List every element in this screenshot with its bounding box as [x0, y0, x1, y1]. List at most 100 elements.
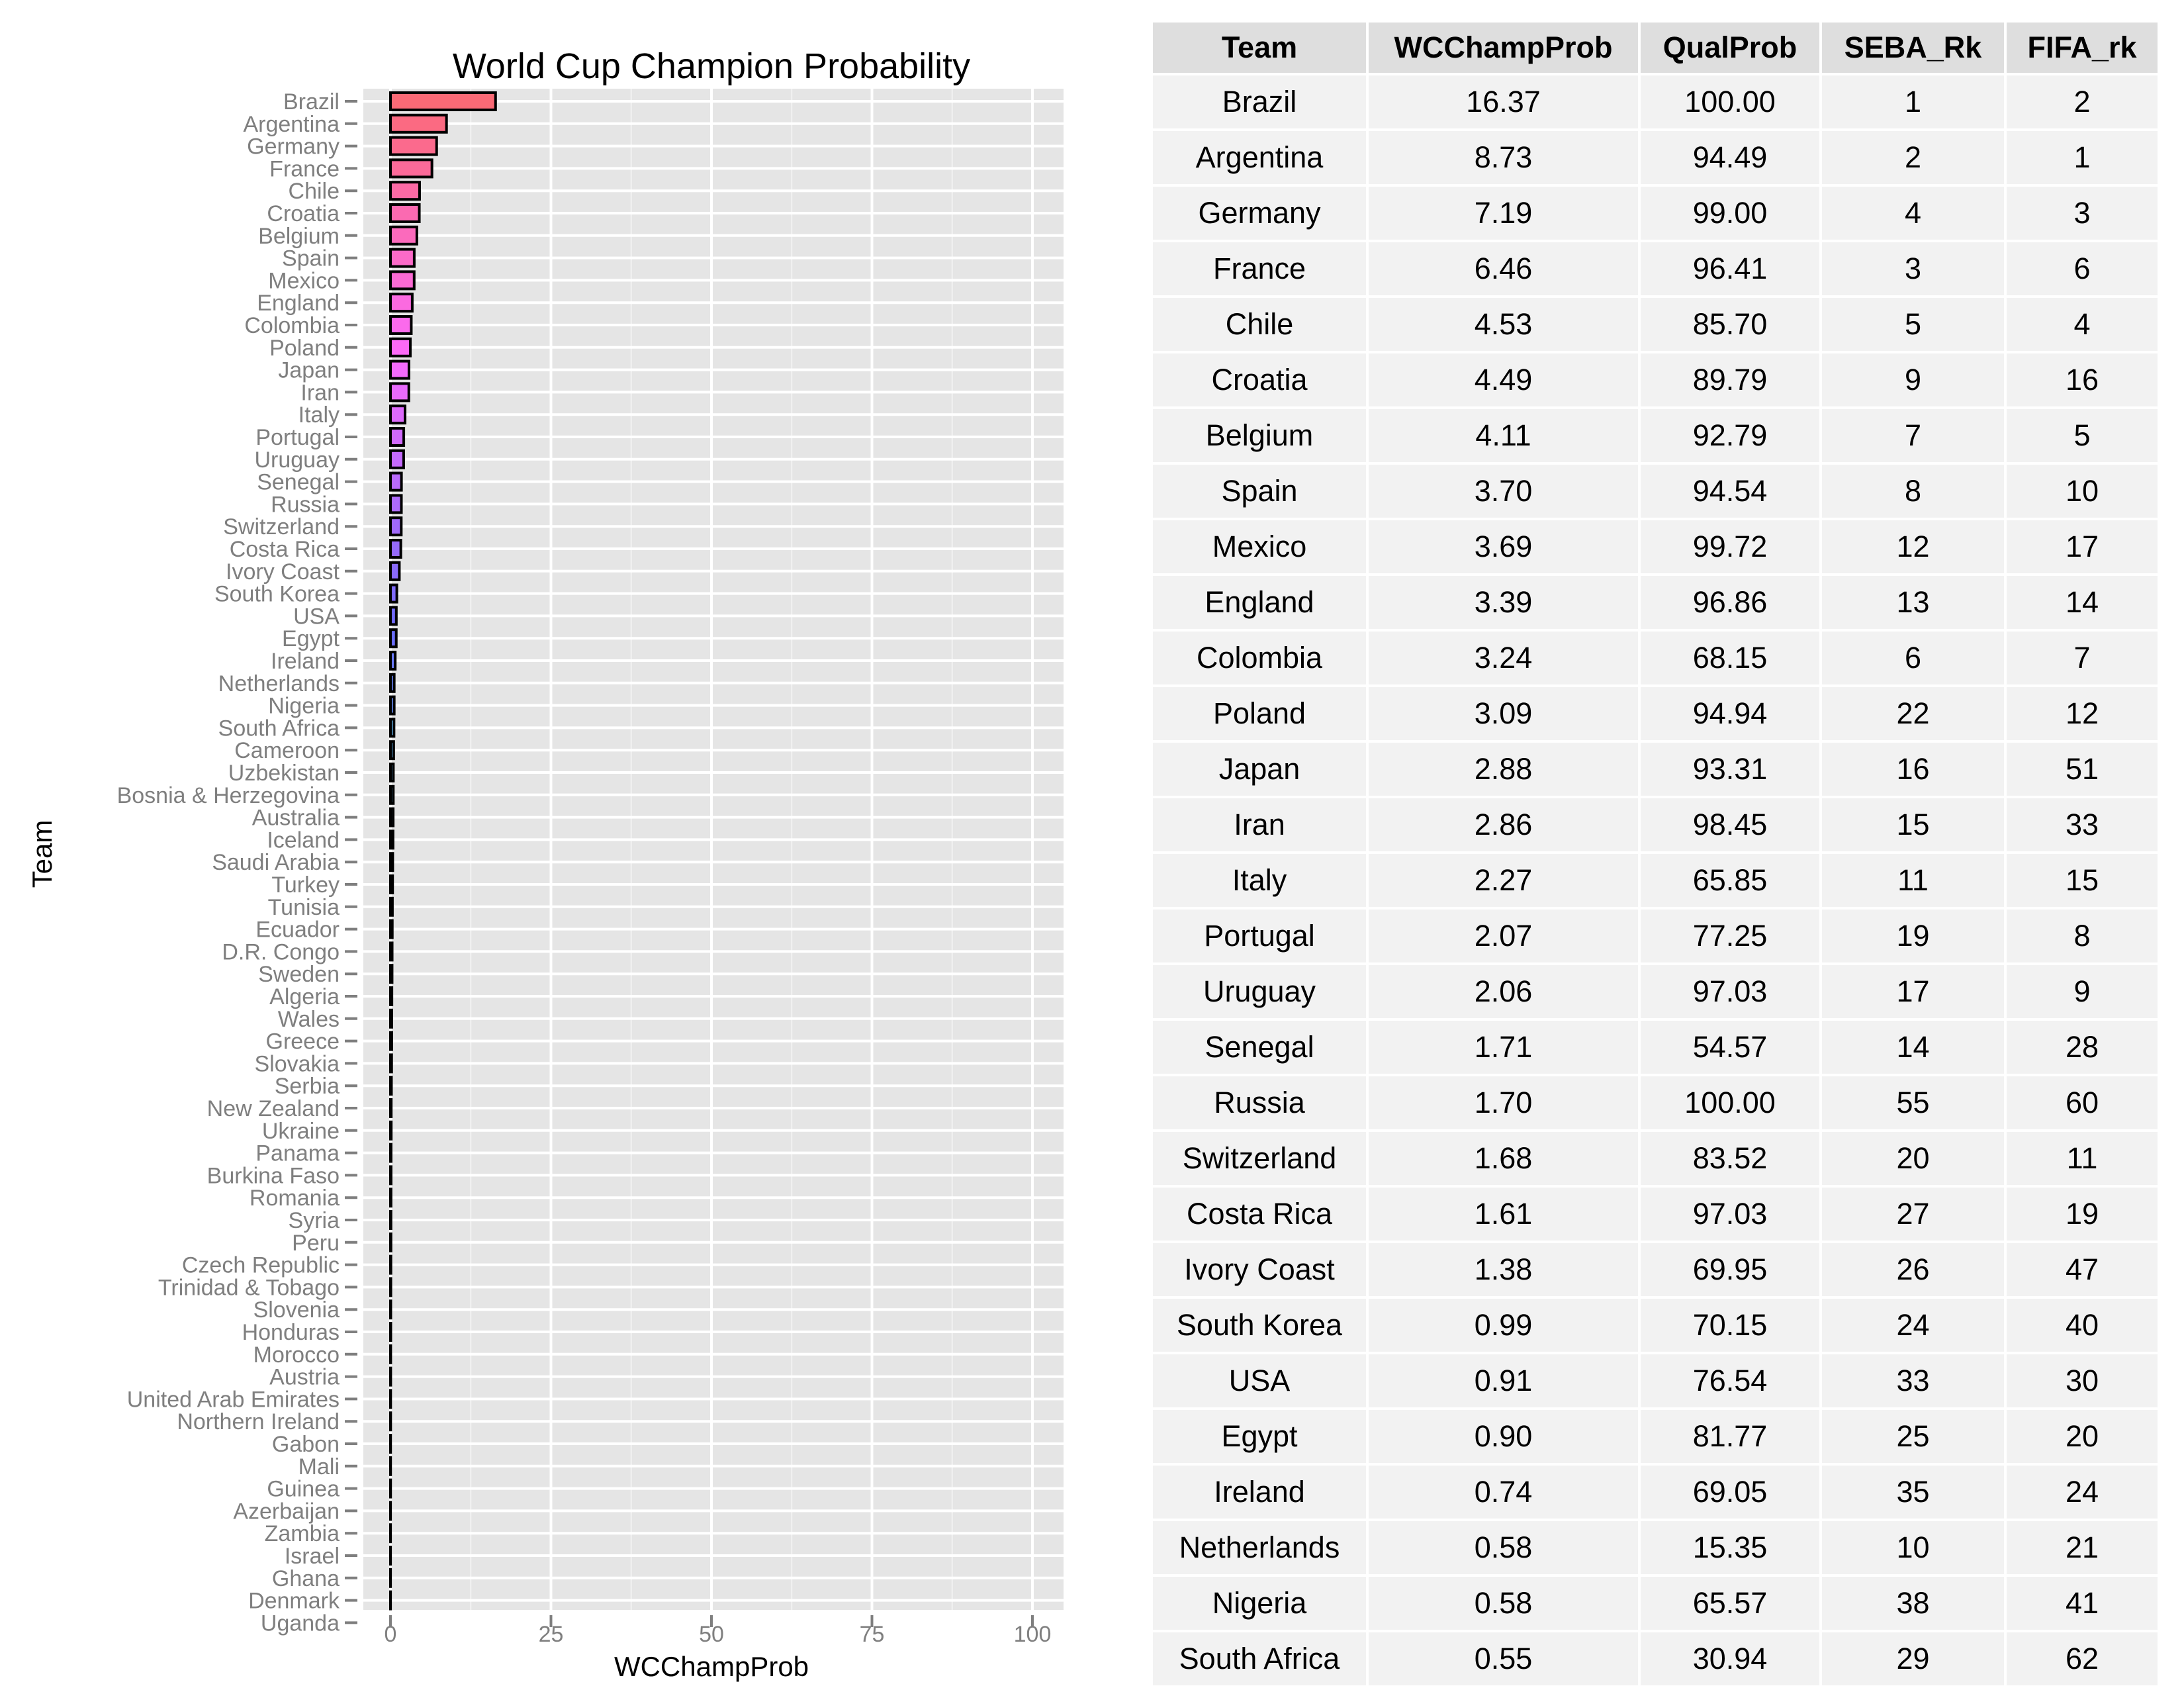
table-cell: 98.45	[1641, 798, 1819, 851]
table-cell: 65.85	[1641, 854, 1819, 907]
y-tick-label: Netherlands	[218, 671, 340, 696]
y-tick-label: Mexico	[268, 268, 340, 293]
bar	[389, 561, 401, 581]
table-cell: 30	[2007, 1354, 2158, 1407]
table-cell: 55	[1822, 1076, 2004, 1129]
table-cell: 1.38	[1369, 1243, 1638, 1296]
bar	[389, 1031, 393, 1051]
table-cell: 16	[2007, 353, 2158, 406]
table-cell: 2.88	[1369, 743, 1638, 796]
table-cell: 3.39	[1369, 576, 1638, 629]
bar	[389, 896, 394, 917]
table-cell: 70.15	[1641, 1299, 1819, 1352]
table-cell: Chile	[1153, 298, 1366, 351]
table-cell: 6	[1822, 632, 2004, 684]
bar	[389, 91, 497, 111]
table-cell: 3	[1822, 242, 2004, 295]
bar	[389, 1098, 393, 1118]
table-cell: 3.09	[1369, 687, 1638, 740]
y-tick-label: Zambia	[265, 1521, 340, 1546]
table-row: Brazil 16.37 100.00 1 2	[1153, 75, 2158, 128]
gridlines	[363, 89, 1064, 1624]
table-row: Portugal 2.07 77.25 19 8	[1153, 910, 2158, 962]
y-axis-labels: BrazilArgentinaGermanyFranceChileCroatia…	[117, 89, 357, 1636]
y-tick-label: Tunisia	[268, 895, 340, 920]
bar	[389, 1120, 393, 1141]
y-tick-label: Sweden	[258, 962, 340, 987]
table-cell: USA	[1153, 1354, 1366, 1407]
table-cell: 17	[2007, 520, 2158, 573]
bar	[389, 829, 394, 850]
table-cell: 0.90	[1369, 1410, 1638, 1463]
y-tick-label: United Arab Emirates	[127, 1387, 340, 1412]
table-row: Croatia 4.49 89.79 9 16	[1153, 353, 2158, 406]
bar	[389, 651, 397, 671]
table-cell: Spain	[1153, 465, 1366, 518]
table-row: Nigeria 0.58 65.57 38 41	[1153, 1577, 2158, 1630]
table-row: Chile 4.53 85.70 5 4	[1153, 298, 2158, 351]
table-cell: 16	[1822, 743, 2004, 796]
table-cell: Belgium	[1153, 409, 1366, 462]
table-cell: 19	[2007, 1188, 2158, 1241]
table-cell: 30.94	[1641, 1632, 1819, 1685]
table-cell: 38	[1822, 1577, 2004, 1630]
column-header: Team	[1153, 23, 1366, 73]
plot-panel	[363, 89, 1064, 1610]
bar	[389, 248, 416, 268]
table-cell: Ivory Coast	[1153, 1243, 1366, 1296]
y-tick-label: Argentina	[243, 112, 340, 137]
table-cell: 97.03	[1641, 1188, 1819, 1241]
table-cell: 20	[1822, 1132, 2004, 1185]
table-cell: 22	[1822, 687, 2004, 740]
table-cell: 0.55	[1369, 1632, 1638, 1685]
table-cell: 94.54	[1641, 465, 1819, 518]
table-cell: South Korea	[1153, 1299, 1366, 1352]
table-cell: South Africa	[1153, 1632, 1366, 1685]
table-cell: 35	[1822, 1466, 2004, 1519]
table-row: USA 0.91 76.54 33 30	[1153, 1354, 2158, 1407]
table-cell: 54.57	[1641, 1021, 1819, 1074]
y-tick-label: Costa Rica	[230, 537, 340, 562]
table-cell: 4.49	[1369, 353, 1638, 406]
bar	[389, 181, 421, 201]
y-tick-label: Peru	[292, 1231, 340, 1256]
table-row: Netherlands 0.58 15.35 10 21	[1153, 1521, 2158, 1574]
bar	[389, 874, 394, 894]
table-cell: 76.54	[1641, 1354, 1819, 1407]
table-row: France 6.46 96.41 3 6	[1153, 242, 2158, 295]
table-cell: Brazil	[1153, 75, 1366, 128]
table-cell: Russia	[1153, 1076, 1366, 1129]
bar	[389, 1277, 392, 1297]
table-cell: 93.31	[1641, 743, 1819, 796]
table-cell: 2.07	[1369, 910, 1638, 962]
y-tick-label: Northern Ireland	[177, 1409, 340, 1434]
table-row: Spain 3.70 94.54 8 10	[1153, 465, 2158, 518]
table-cell: 85.70	[1641, 298, 1819, 351]
table-row: Ivory Coast 1.38 69.95 26 47	[1153, 1243, 2158, 1296]
table-cell: 19	[1822, 910, 2004, 962]
table-cell: 0.74	[1369, 1466, 1638, 1519]
bar	[389, 673, 396, 693]
x-tick-label: 50	[699, 1622, 724, 1647]
team-table: Team WCChampProb QualProb SEBA_Rk FIFA_rk Br…	[1150, 20, 2160, 1688]
table-cell: 2.06	[1369, 965, 1638, 1018]
table-cell: 33	[1822, 1354, 2004, 1407]
table-cell: 8.73	[1369, 131, 1638, 184]
table-cell: 81.77	[1641, 1410, 1819, 1463]
bar	[389, 225, 418, 246]
bar	[389, 784, 395, 805]
bar	[389, 516, 403, 537]
bar	[389, 471, 403, 492]
bar	[389, 270, 416, 291]
table-cell: 15	[2007, 854, 2158, 907]
y-tick-label: Brazil	[283, 89, 340, 115]
table-cell: 25	[1822, 1410, 2004, 1463]
bar	[389, 1165, 392, 1186]
y-tick-label: Germany	[247, 134, 340, 160]
table-cell: Uruguay	[1153, 965, 1366, 1018]
y-tick-label: Czech Republic	[182, 1253, 340, 1278]
column-header: SEBA_Rk	[1822, 23, 2004, 73]
table-cell: 1	[2007, 131, 2158, 184]
table-row: Italy 2.27 65.85 11 15	[1153, 854, 2158, 907]
y-tick-label: Italy	[298, 402, 340, 428]
